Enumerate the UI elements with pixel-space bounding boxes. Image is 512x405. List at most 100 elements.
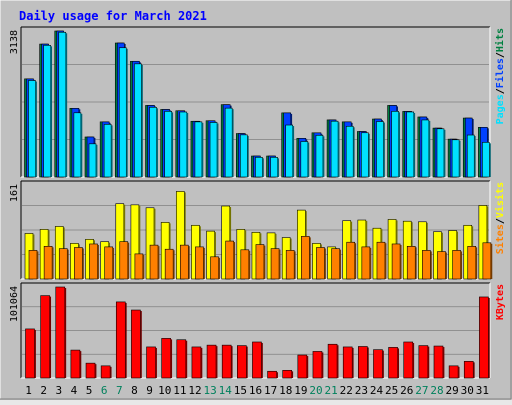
pages-bar-day-5 — [88, 143, 97, 178]
x-label-day-14: 14 — [219, 384, 233, 397]
legend-separator: / — [495, 52, 506, 58]
sites-bar-day-31-shade — [490, 243, 493, 279]
sites-bar-day-27-shade — [430, 251, 432, 279]
kbytes-bar-day-14 — [221, 344, 232, 379]
x-label-day-27: 27 — [415, 384, 428, 397]
legend-sites: Sites — [494, 224, 506, 254]
sites-bar-day-10-shade — [173, 250, 175, 279]
sites-bar-day-28 — [437, 251, 446, 280]
pages-bar-day-23 — [361, 132, 369, 178]
kbytes-bar-day-30-shade — [473, 362, 475, 378]
pages-bar-day-22-shade — [353, 127, 355, 177]
x-label-day-24: 24 — [370, 384, 384, 397]
kbytes-bar-day-21-shade — [337, 345, 339, 378]
kbytes-bar-day-25 — [388, 347, 398, 379]
pages-bar-day-15-shade — [247, 135, 249, 177]
x-label-day-31: 31 — [476, 384, 489, 397]
sites-bar-day-10 — [164, 248, 174, 280]
kbytes-bar-day-20-shade — [321, 352, 324, 378]
pages-bar-day-12-shade — [201, 122, 204, 177]
kbytes-bar-day-17-shade — [276, 372, 278, 378]
kbytes-bar-day-13-shade — [216, 346, 218, 378]
sites-bar-day-7-shade — [127, 242, 130, 279]
pages-bar-day-4-shade — [80, 113, 83, 177]
kbytes-bar-day-27 — [418, 345, 429, 379]
legend-hits: Hits — [494, 28, 506, 52]
pages-bar-day-24 — [376, 121, 384, 178]
pages-bar-day-27 — [421, 119, 430, 178]
x-label-day-25: 25 — [385, 384, 398, 397]
sites-bar-day-25 — [391, 243, 401, 280]
sites-bar-day-18 — [285, 250, 295, 280]
sites-bar-day-7 — [119, 241, 129, 280]
legend-pages: Pages — [495, 94, 506, 124]
pages-bar-day-17 — [270, 157, 278, 178]
kbytes-bar-day-29-shade — [458, 366, 460, 378]
x-label-day-4: 4 — [71, 384, 78, 397]
pages-bar-day-19 — [300, 141, 309, 178]
pages-bar-day-25 — [391, 111, 399, 178]
x-label-day-10: 10 — [158, 384, 171, 397]
panel-1-legend: Sites/Visits — [494, 182, 506, 254]
sites-bar-day-20 — [316, 247, 325, 280]
pages-bar-day-2 — [43, 45, 51, 178]
sites-bar-day-4 — [74, 247, 83, 280]
x-label-day-21: 21 — [325, 384, 338, 397]
pages-bar-day-9-shade — [156, 108, 158, 177]
kbytes-bar-day-15 — [237, 345, 247, 379]
sites-bar-day-11-shade — [188, 246, 190, 279]
x-label-day-19: 19 — [294, 384, 307, 397]
x-label-day-29: 29 — [446, 384, 459, 397]
kbytes-bar-day-8-shade — [140, 311, 142, 378]
kbytes-bar-day-28-shade — [442, 347, 445, 378]
x-label-day-28: 28 — [430, 384, 443, 397]
pages-bar-day-7-shade — [126, 48, 128, 177]
x-label-day-5: 5 — [86, 384, 93, 397]
sites-bar-day-5-shade — [97, 244, 99, 279]
kbytes-bar-day-24 — [373, 349, 383, 379]
pages-bar-day-20-shade — [322, 136, 325, 177]
visits-bar-day-9-shade — [154, 208, 156, 279]
pages-bar-day-4 — [73, 112, 82, 178]
x-label-day-7: 7 — [116, 384, 123, 397]
pages-bar-day-6 — [103, 124, 112, 178]
visits-bar-day-8-shade — [138, 205, 141, 279]
sites-bar-day-15 — [240, 249, 250, 280]
sites-bar-day-26-shade — [415, 247, 417, 279]
sites-bar-day-14-shade — [233, 242, 236, 279]
kbytes-bar-day-12 — [191, 346, 202, 379]
pages-bar-day-3-shade — [65, 33, 68, 178]
pages-bar-day-29-shade — [459, 140, 461, 177]
sites-bar-day-26 — [406, 246, 416, 280]
pages-bar-day-22 — [345, 125, 354, 178]
pages-bar-day-9 — [149, 107, 157, 178]
sites-bar-day-19 — [301, 236, 310, 280]
pages-bar-day-11 — [179, 111, 188, 178]
pages-bar-day-1-shade — [35, 81, 37, 177]
sites-bar-day-9 — [149, 244, 159, 280]
kbytes-bar-day-13 — [206, 344, 217, 379]
sites-bar-day-16-shade — [263, 245, 266, 279]
x-label-day-11: 11 — [173, 384, 186, 397]
pages-bar-day-16-shade — [262, 158, 264, 177]
kbytes-bar-day-14-shade — [231, 346, 233, 378]
panel-hits-files-pages — [20, 26, 491, 178]
kbytes-bar-day-4 — [70, 349, 81, 379]
x-label-day-6: 6 — [101, 384, 108, 397]
pages-bar-day-15 — [240, 134, 248, 178]
kbytes-bar-day-3-shade — [64, 288, 67, 378]
pages-bar-day-14-shade — [232, 109, 234, 177]
kbytes-bar-day-26 — [403, 341, 414, 379]
sites-bar-day-11 — [179, 244, 189, 280]
pages-bar-day-18-shade — [292, 126, 295, 177]
sites-bar-day-20-shade — [324, 248, 326, 279]
sites-bar-day-4-shade — [82, 248, 84, 279]
pages-bar-day-18 — [285, 124, 293, 178]
sites-bar-day-1-shade — [37, 251, 39, 279]
sites-bar-day-8-shade — [142, 254, 145, 279]
sites-bar-day-21-shade — [339, 249, 341, 279]
kbytes-bar-day-25-shade — [397, 348, 399, 378]
kbytes-bar-day-9-shade — [155, 347, 157, 378]
pages-bar-day-30-shade — [474, 136, 476, 177]
kbytes-bar-day-29 — [448, 365, 459, 379]
